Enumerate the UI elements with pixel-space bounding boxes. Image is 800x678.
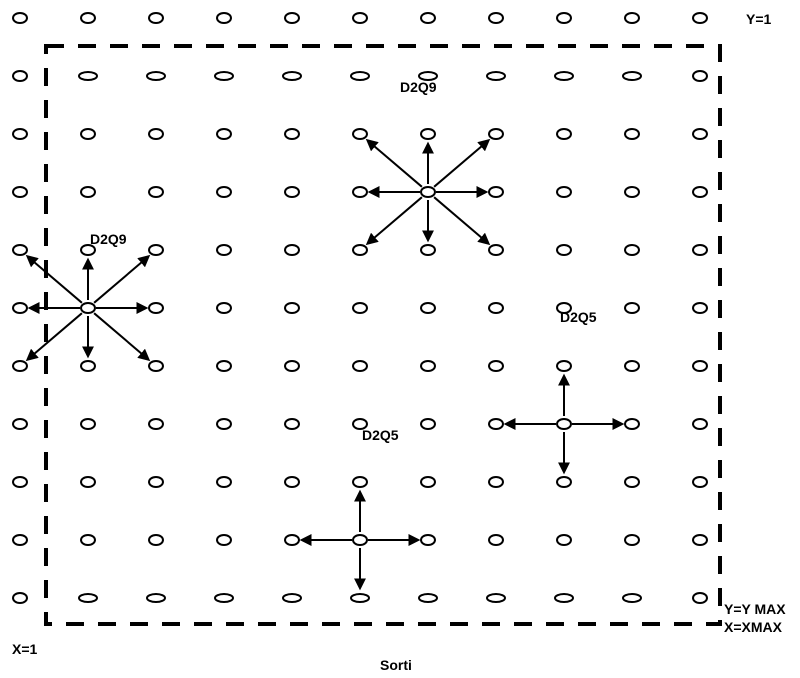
- background: [0, 0, 800, 678]
- stencil-label: D2Q9: [400, 79, 437, 95]
- axis-label: Sorti: [380, 657, 412, 673]
- axis-label: Y=Y MAX: [724, 601, 786, 617]
- stencil-label: D2Q9: [90, 231, 127, 247]
- stencil-label: D2Q5: [362, 427, 399, 443]
- axis-label: X=XMAX: [724, 619, 783, 635]
- axis-label: X=1: [12, 641, 38, 657]
- lattice-diagram: D2Q9 D2Q9 D2Q5 D2Q5 Y=1 Y=Y MAX X=XMAX X=1 Sort…: [0, 0, 800, 678]
- stencil-label: D2Q5: [560, 309, 597, 325]
- axis-label: Y=1: [746, 11, 772, 27]
